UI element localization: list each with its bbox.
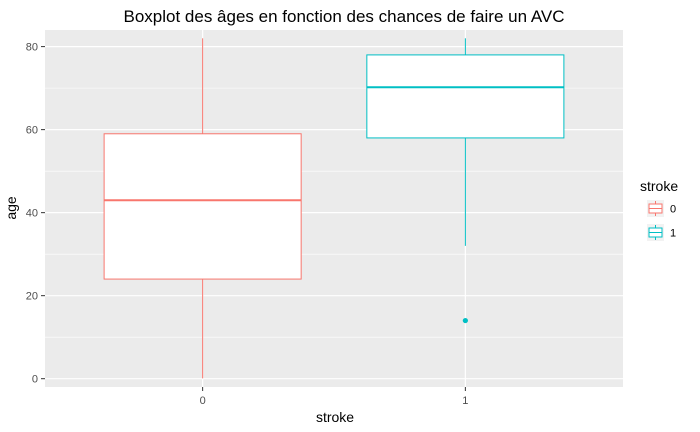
box-layer: [103, 38, 565, 379]
y-tick-label: 0: [32, 374, 38, 386]
chart-title: Boxplot des âges en fonction des chances…: [123, 7, 564, 26]
legend-key-0: 0: [647, 200, 676, 217]
box-group-1: [366, 38, 565, 324]
x-tick-label: 0: [200, 395, 206, 407]
box: [103, 133, 302, 280]
legend-key-1: 1: [647, 224, 676, 241]
y-axis: 0 20 40 60 80: [26, 42, 45, 386]
box-group-0: [103, 38, 302, 379]
y-tick-label: 20: [26, 291, 38, 303]
legend-label: 0: [670, 204, 676, 216]
x-axis-title: stroke: [316, 409, 354, 425]
legend-keys: 01: [647, 200, 676, 241]
legend: stroke 01: [640, 178, 678, 241]
y-axis-title: age: [3, 196, 19, 220]
y-tick-label: 60: [26, 125, 38, 137]
legend-label: 1: [670, 228, 676, 240]
box: [366, 54, 565, 139]
x-tick-label: 1: [462, 395, 468, 407]
outlier-point: [462, 317, 468, 324]
y-tick-label: 80: [26, 42, 38, 54]
legend-title: stroke: [640, 178, 678, 194]
y-tick-label: 40: [26, 208, 38, 220]
